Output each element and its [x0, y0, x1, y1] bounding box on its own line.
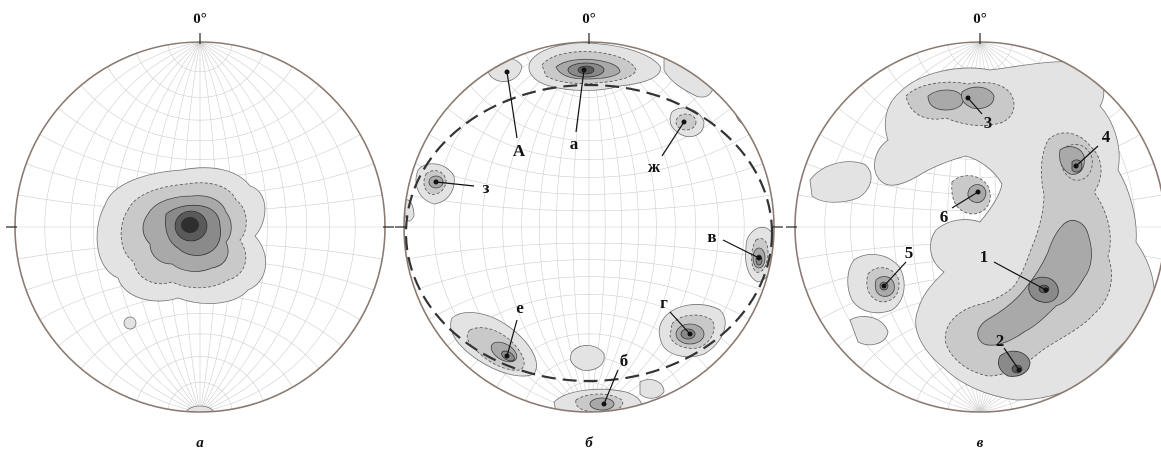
grid-parallel — [167, 44, 233, 73]
label-A: А — [513, 141, 526, 160]
north-label-a: 0° — [193, 11, 207, 27]
leader-A — [506, 71, 518, 139]
label-a: а — [570, 134, 579, 153]
marker-g — [687, 331, 693, 337]
marker-a — [581, 67, 587, 73]
leader-b — [603, 369, 619, 405]
grid-parallel — [496, 66, 682, 121]
marker-2 — [1016, 367, 1022, 373]
labels-b: А а ж з в г е б — [433, 67, 762, 407]
marker-b — [601, 401, 607, 407]
grid-parallel — [406, 194, 772, 212]
north-label-c: 0° — [973, 11, 987, 27]
label-b: б — [620, 351, 629, 370]
grid-parallel — [167, 381, 233, 410]
grid-parallel — [415, 163, 763, 195]
north-label-b: 0° — [582, 11, 596, 27]
stereonet-grid-b — [404, 42, 774, 412]
grid-parallel — [107, 333, 293, 388]
marker-3 — [965, 95, 971, 101]
label-1: 1 — [980, 247, 989, 266]
leader-4 — [1075, 145, 1099, 167]
grid-parallel — [136, 356, 264, 401]
leader-zh — [661, 121, 685, 157]
leader-a — [575, 69, 585, 133]
density-contours-a — [96, 167, 267, 412]
density-contours-c — [809, 60, 1155, 401]
leader-z — [435, 181, 475, 187]
label-4: 4 — [1102, 127, 1111, 146]
leader-3 — [967, 97, 983, 115]
marker-6 — [975, 189, 981, 195]
leader-g — [669, 311, 691, 335]
leader-5 — [883, 261, 907, 287]
grid-parallel — [136, 53, 264, 98]
grid-parallel — [80, 85, 320, 141]
marker-zh — [681, 119, 687, 125]
marker-4 — [1073, 163, 1079, 169]
grid-parallel — [428, 134, 750, 178]
panel-b: 0° б А а ж з в г е — [395, 11, 783, 451]
marker-z — [433, 179, 439, 185]
label-6: 6 — [940, 207, 949, 226]
grid-parallel — [80, 313, 320, 369]
marker-v — [756, 255, 762, 261]
grid-parallel — [469, 85, 709, 141]
grid-parallel — [58, 107, 342, 161]
label-2: 2 — [996, 331, 1005, 350]
grid-parallel — [428, 276, 750, 320]
panel-c: 0° в 3 4 6 5 1 2 — [786, 11, 1161, 451]
grid-parallel — [107, 66, 293, 121]
leader-v — [722, 239, 760, 259]
leader-1 — [993, 261, 1047, 291]
leader-6 — [951, 191, 979, 209]
label-z: з — [483, 178, 490, 197]
grid-parallel — [447, 107, 731, 161]
girdle-great-circle — [404, 83, 774, 383]
marker-5 — [881, 283, 887, 289]
label-g: г — [660, 293, 668, 312]
labels-c: 3 4 6 5 1 2 — [881, 95, 1111, 373]
leader-2 — [1003, 347, 1020, 371]
label-3: 3 — [984, 113, 993, 132]
marker-A — [504, 69, 510, 75]
label-e: е — [516, 298, 524, 317]
grid-parallel — [415, 259, 763, 291]
marker-1 — [1043, 287, 1049, 293]
panel-caption-c: в — [977, 435, 984, 451]
panel-caption-b: б — [585, 435, 593, 451]
marker-e — [504, 353, 510, 359]
label-zh: ж — [648, 157, 661, 176]
panel-caption-a: а — [196, 435, 204, 451]
leader-e — [506, 319, 518, 357]
panel-a: 0° а — [6, 11, 394, 451]
label-v: в — [707, 227, 716, 246]
label-5: 5 — [905, 243, 914, 262]
grid-parallel — [406, 242, 772, 260]
